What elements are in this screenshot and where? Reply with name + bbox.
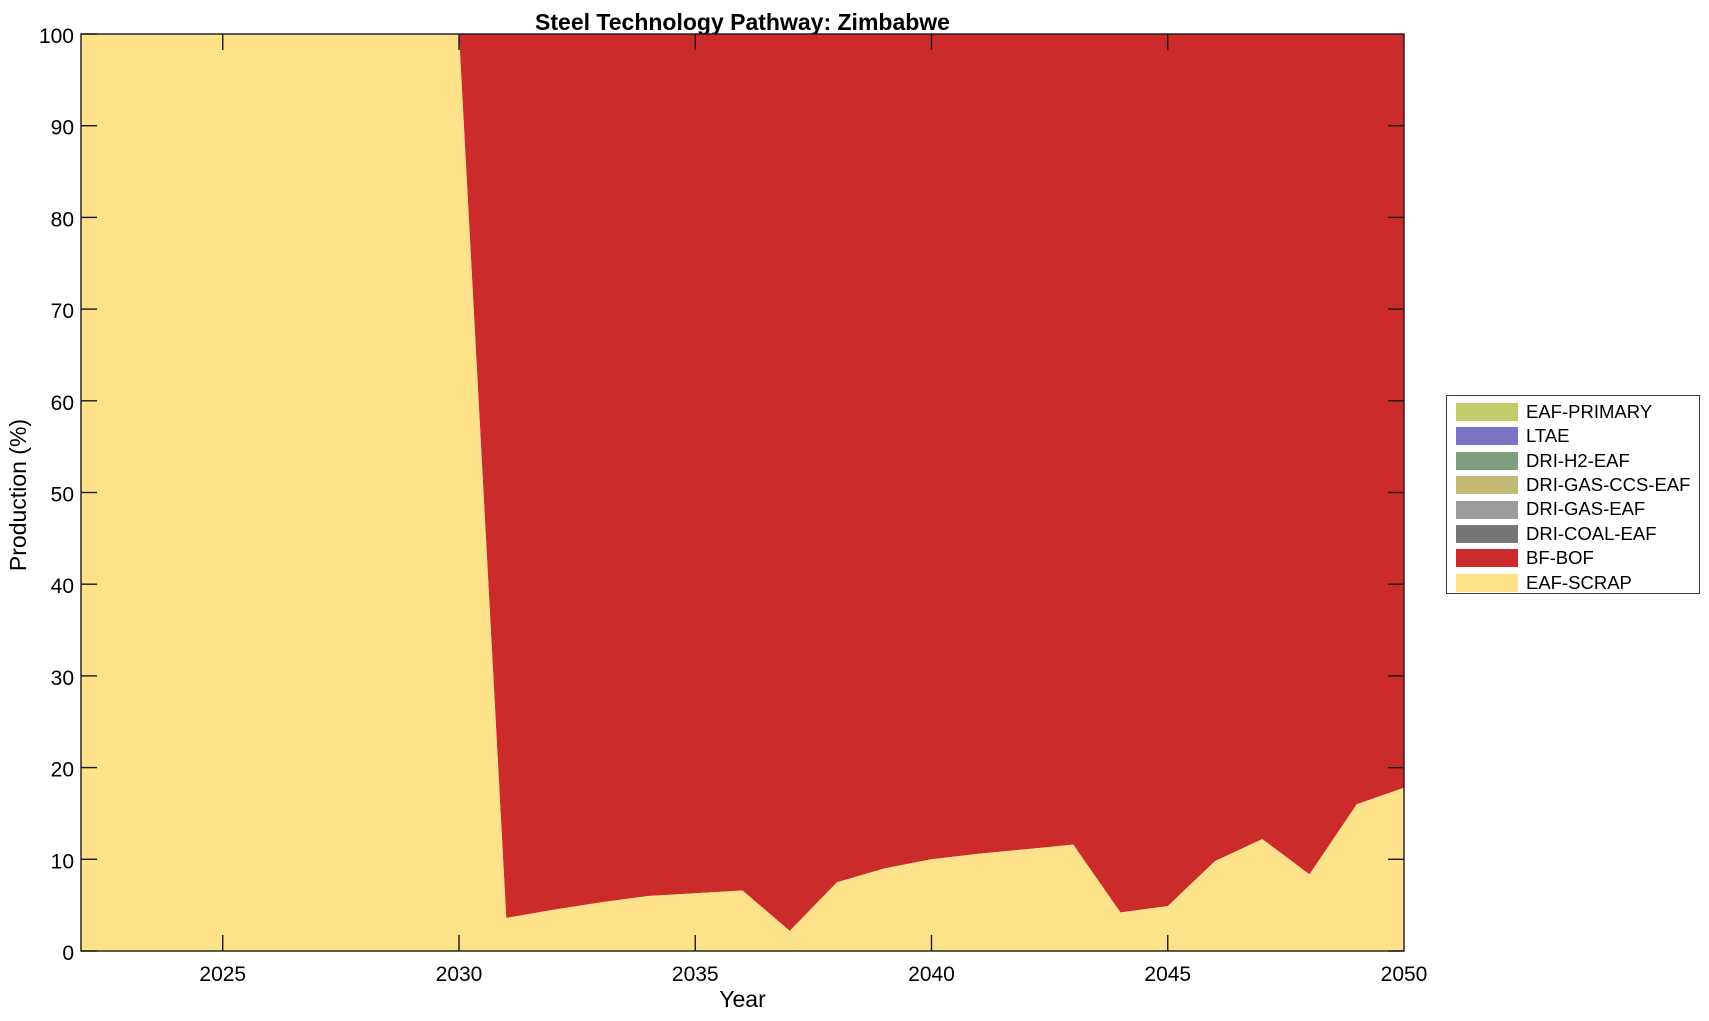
svg-text:2030: 2030: [436, 963, 483, 986]
svg-text:90: 90: [51, 117, 74, 140]
svg-text:20: 20: [51, 759, 74, 782]
svg-text:70: 70: [51, 300, 74, 323]
svg-text:60: 60: [51, 392, 74, 415]
svg-text:30: 30: [51, 667, 74, 690]
svg-text:2050: 2050: [1381, 963, 1428, 986]
svg-text:0: 0: [62, 942, 74, 965]
svg-text:2045: 2045: [1144, 963, 1191, 986]
svg-text:2035: 2035: [672, 963, 719, 986]
svg-text:2025: 2025: [199, 963, 246, 986]
svg-text:100: 100: [39, 25, 74, 48]
svg-text:40: 40: [51, 575, 74, 598]
svg-text:2040: 2040: [908, 963, 955, 986]
svg-text:80: 80: [51, 208, 74, 231]
svg-text:10: 10: [51, 850, 74, 873]
svg-text:50: 50: [51, 484, 74, 507]
